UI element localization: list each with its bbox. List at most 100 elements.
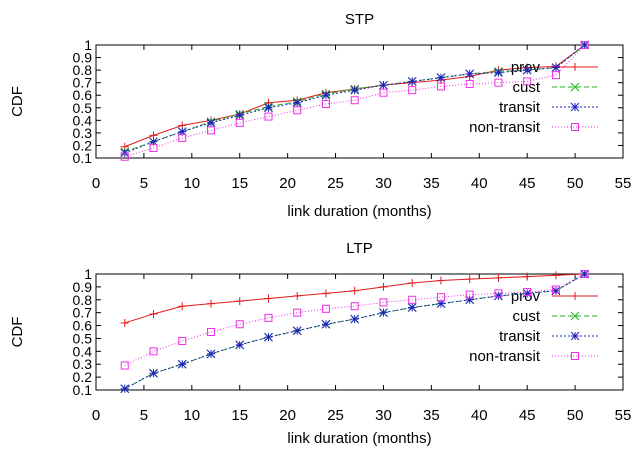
data-point-non-transit <box>551 285 560 294</box>
data-point-transit <box>522 65 532 75</box>
x-tick-label: 35 <box>423 175 440 192</box>
data-point-transit <box>407 77 417 86</box>
data-point-prov <box>149 309 158 318</box>
legend-marker-transit <box>570 102 580 112</box>
data-point-transit <box>379 308 388 318</box>
data-point-non-transit <box>379 88 388 97</box>
y-tick-label: 0.3 <box>73 356 93 372</box>
legend-marker-cust <box>570 82 580 92</box>
x-tick-label: 30 <box>375 175 392 192</box>
y-tick-label: 0.4 <box>73 112 93 128</box>
data-point-transit <box>292 326 302 336</box>
y-tick-label: 1 <box>84 266 92 282</box>
x-tick-label: 50 <box>567 407 584 424</box>
series-line-cust <box>124 44 585 153</box>
data-point-transit <box>149 368 158 378</box>
data-point-non-transit <box>350 302 359 311</box>
chart-stp: STP link duration (months) CDF 0 5 10 15 20 25 30… <box>9 11 631 220</box>
x-tick-label: 40 <box>471 407 488 424</box>
data-point-transit <box>321 90 331 100</box>
y-tick-label: 0.8 <box>73 292 93 308</box>
x-tick-label: 10 <box>183 407 200 424</box>
x-tick-label: 25 <box>327 407 344 424</box>
data-point-non-transit <box>436 82 445 91</box>
x-tick-label: 50 <box>567 175 584 192</box>
y-tick-label: 0.4 <box>73 343 93 359</box>
data-point-non-transit <box>580 270 589 278</box>
data-point-transit <box>235 340 245 350</box>
data-point-transit <box>177 359 187 369</box>
data-point-prov <box>494 273 503 282</box>
series-transit <box>120 269 590 394</box>
data-point-non-transit <box>264 112 273 121</box>
x-tick-label: 10 <box>183 175 200 192</box>
data-point-transit <box>321 319 331 329</box>
y-tick-label: 1 <box>84 37 92 53</box>
data-point-transit <box>177 127 187 136</box>
legend-marker-cust <box>570 311 580 321</box>
data-point-prov <box>523 272 532 281</box>
data-point-transit <box>494 68 503 77</box>
data-point-transit <box>580 269 590 279</box>
data-point-non-transit <box>149 347 158 356</box>
data-point-transit <box>350 314 360 324</box>
legend-marker-prov <box>571 63 579 71</box>
data-point-non-transit <box>436 293 445 302</box>
data-point-prov <box>350 286 359 295</box>
data-point-non-transit <box>178 133 187 142</box>
data-point-non-transit <box>206 328 215 336</box>
x-tick-label: 5 <box>140 175 148 192</box>
data-point-non-transit <box>523 288 532 297</box>
data-point-non-transit <box>465 290 474 299</box>
data-point-non-transit <box>494 289 503 298</box>
x-tick-label: 15 <box>231 407 248 424</box>
y-tick-label: 0.9 <box>73 279 93 295</box>
legend-label-non-transit: non-transit <box>469 348 541 365</box>
x-tick-label: 40 <box>471 175 488 192</box>
plot-frame <box>95 44 624 159</box>
data-point-transit <box>436 299 446 308</box>
series-non-transit <box>120 270 589 370</box>
data-point-non-transit <box>264 313 273 322</box>
data-point-prov <box>264 294 273 303</box>
data-point-non-transit <box>120 152 129 161</box>
y-tick-label: 0.3 <box>73 125 93 141</box>
data-point-transit <box>551 286 561 296</box>
data-point-transit <box>149 137 158 147</box>
data-point-prov <box>206 299 215 308</box>
legend-label-prov: prov <box>511 288 541 305</box>
data-point-prov <box>178 302 187 311</box>
data-point-transit <box>264 332 273 342</box>
x-tick-label: 5 <box>140 407 148 424</box>
x-axis-label: link duration (months) <box>287 203 431 220</box>
data-point-non-transit <box>178 337 187 346</box>
y-axis-label: CDF <box>9 86 26 117</box>
y-tick-label: 0.7 <box>73 305 93 321</box>
data-point-transit <box>264 103 273 113</box>
y-tick-label: 0.6 <box>73 318 93 334</box>
data-point-transit <box>120 384 130 394</box>
data-point-transit <box>465 295 475 305</box>
data-point-transit <box>465 69 475 79</box>
data-point-non-transit <box>321 100 330 109</box>
x-axis-label: link duration (months) <box>287 430 431 447</box>
data-point-transit <box>379 80 388 90</box>
data-point-prov <box>235 297 244 306</box>
legend-label-non-transit: non-transit <box>469 119 541 136</box>
data-point-non-transit <box>465 79 474 88</box>
data-point-non-transit <box>206 126 215 135</box>
y-tick-label: 0.1 <box>73 382 93 398</box>
data-point-non-transit <box>235 118 244 127</box>
series-non-transit <box>120 41 589 161</box>
chart-title: STP <box>345 11 374 28</box>
data-point-non-transit <box>408 86 417 95</box>
series-line-non-transit <box>124 44 586 158</box>
x-tick-label: 30 <box>375 407 392 424</box>
data-point-transit <box>292 98 302 108</box>
legend-marker-non-transit <box>571 352 579 360</box>
data-point-non-transit <box>379 298 388 307</box>
x-tick-label: 25 <box>327 175 344 192</box>
data-point-transit <box>551 63 561 72</box>
data-point-prov <box>120 318 129 327</box>
chart-title: LTP <box>346 240 372 257</box>
